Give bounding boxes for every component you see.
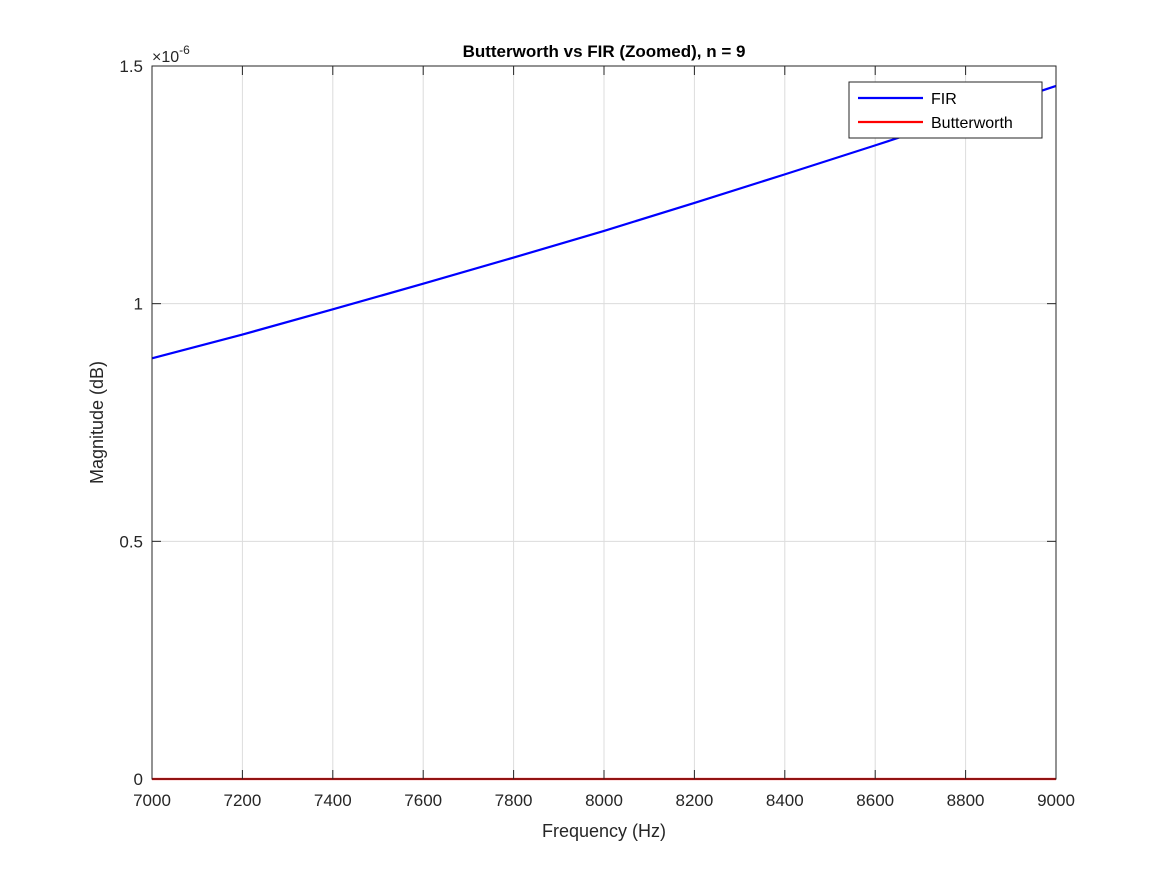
legend: FIR Butterworth <box>848 81 1043 139</box>
x-tick-label: 7600 <box>404 791 442 810</box>
x-tick-label: 7800 <box>495 791 533 810</box>
y-axis-exponent: ×10-6 <box>152 43 190 66</box>
x-tick-label: 9000 <box>1037 791 1075 810</box>
chart-title: Butterworth vs FIR (Zoomed), n = 9 <box>463 42 746 61</box>
legend-label-butterworth: Butterworth <box>931 115 1013 132</box>
x-tick-label: 8200 <box>675 791 713 810</box>
x-tick-label: 8400 <box>766 791 804 810</box>
y-tick-label: 1.5 <box>119 57 143 76</box>
x-tick-label: 8600 <box>856 791 894 810</box>
x-tick-label: 8000 <box>585 791 623 810</box>
y-exponent-base: ×10 <box>152 49 179 66</box>
grid <box>152 66 1056 779</box>
x-tick-label: 8800 <box>947 791 985 810</box>
x-tick-label: 7400 <box>314 791 352 810</box>
y-tick-label: 1 <box>134 295 143 314</box>
x-tick-label: 7000 <box>133 791 171 810</box>
y-axis-label: Magnitude (dB) <box>87 361 107 484</box>
x-axis-label: Frequency (Hz) <box>542 821 666 841</box>
ticks: 7000 7200 7400 7600 7800 8000 8200 8400 8600 8800… <box>119 57 1075 810</box>
legend-label-fir: FIR <box>931 91 957 108</box>
y-tick-label: 0.5 <box>119 532 143 551</box>
x-tick-label: 7200 <box>223 791 261 810</box>
legend-box <box>848 81 1043 139</box>
y-exponent-power: -6 <box>179 43 190 57</box>
y-tick-label: 0 <box>134 770 143 789</box>
